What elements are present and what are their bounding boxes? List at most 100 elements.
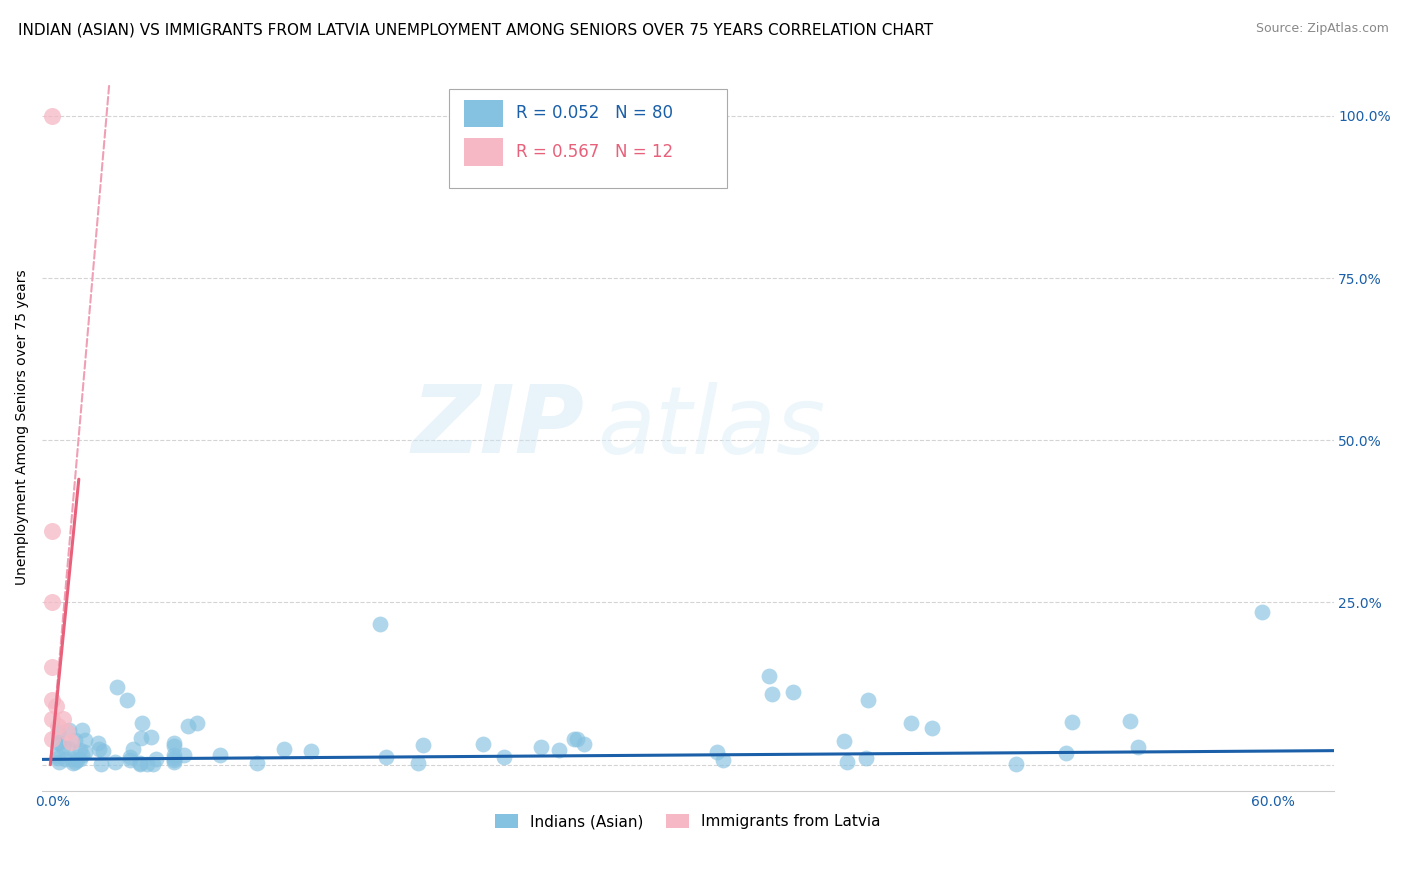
Point: [73, 733, 96, 747]
Point: [58, 723, 80, 737]
Point: [406, 756, 429, 771]
Point: [104, 756, 127, 770]
Point: [87, 736, 110, 750]
Point: [41, 712, 63, 726]
Point: [375, 750, 398, 764]
Point: [530, 740, 553, 755]
Point: [60, 752, 83, 766]
Point: [70, 723, 93, 738]
Point: [782, 685, 804, 699]
Point: [70, 747, 93, 762]
Legend: Indians (Asian), Immigrants from Latvia: Indians (Asian), Immigrants from Latvia: [489, 808, 887, 835]
Point: [87, 742, 110, 756]
Point: [142, 757, 165, 772]
Point: [855, 751, 877, 765]
Point: [141, 730, 163, 744]
Point: [299, 744, 322, 758]
Point: [51, 712, 73, 726]
Point: [472, 737, 495, 751]
Point: [163, 739, 186, 754]
Point: [41, 660, 63, 674]
Point: [48, 719, 70, 733]
Point: [90, 756, 112, 771]
Point: [53, 752, 76, 766]
Point: [186, 715, 208, 730]
Point: [118, 750, 141, 764]
Point: [562, 732, 585, 747]
Point: [567, 732, 589, 747]
Point: [45, 699, 67, 714]
Point: [492, 750, 515, 764]
Point: [46, 751, 69, 765]
Point: [41, 595, 63, 609]
Point: [129, 756, 152, 770]
Text: ZIP: ZIP: [412, 381, 585, 474]
Text: INDIAN (ASIAN) VS IMMIGRANTS FROM LATVIA UNEMPLOYMENT AMONG SENIORS OVER 75 YEAR: INDIAN (ASIAN) VS IMMIGRANTS FROM LATVIA…: [18, 22, 934, 37]
Point: [46, 736, 69, 750]
Point: [273, 741, 295, 756]
Point: [837, 756, 859, 770]
Point: [63, 733, 86, 747]
Point: [66, 753, 89, 767]
Point: [368, 616, 391, 631]
Point: [129, 731, 152, 745]
Point: [115, 693, 138, 707]
Point: [246, 756, 269, 770]
Point: [706, 745, 728, 759]
Point: [1251, 605, 1274, 619]
Point: [412, 738, 434, 752]
Point: [122, 742, 145, 756]
Point: [118, 753, 141, 767]
Point: [1126, 740, 1149, 755]
Point: [59, 735, 82, 749]
Point: [46, 748, 69, 763]
Point: [145, 752, 167, 766]
Point: [41, 524, 63, 538]
Point: [176, 719, 198, 733]
Point: [163, 747, 186, 762]
Point: [41, 731, 63, 746]
Text: Source: ZipAtlas.com: Source: ZipAtlas.com: [1256, 22, 1389, 36]
Point: [131, 716, 153, 731]
Point: [1005, 756, 1028, 771]
Point: [58, 740, 80, 755]
Point: [41, 109, 63, 123]
Point: [711, 753, 734, 767]
Point: [1062, 714, 1084, 729]
Point: [858, 692, 880, 706]
Text: atlas: atlas: [598, 382, 825, 473]
Point: [136, 756, 159, 771]
Point: [900, 716, 922, 731]
Point: [91, 744, 114, 758]
Y-axis label: Unemployment Among Seniors over 75 years: Unemployment Among Seniors over 75 years: [15, 269, 30, 585]
Point: [832, 734, 855, 748]
Point: [1054, 746, 1077, 760]
FancyBboxPatch shape: [464, 100, 503, 128]
Point: [69, 752, 91, 766]
Point: [69, 742, 91, 756]
Point: [547, 742, 569, 756]
Point: [105, 680, 128, 694]
FancyBboxPatch shape: [464, 138, 503, 166]
Point: [921, 722, 943, 736]
Point: [209, 748, 232, 763]
Point: [62, 756, 84, 770]
Point: [163, 753, 186, 767]
Text: R = 0.052   N = 80: R = 0.052 N = 80: [516, 104, 673, 122]
Point: [52, 740, 75, 755]
Point: [41, 692, 63, 706]
Text: R = 0.567   N = 12: R = 0.567 N = 12: [516, 143, 673, 161]
Point: [75, 746, 97, 760]
Point: [46, 724, 69, 739]
Point: [65, 756, 87, 770]
Point: [574, 738, 596, 752]
Point: [163, 755, 186, 769]
Point: [163, 751, 186, 765]
FancyBboxPatch shape: [449, 89, 727, 187]
Point: [48, 755, 70, 769]
Point: [761, 687, 783, 701]
Point: [128, 756, 150, 771]
Point: [1119, 714, 1142, 728]
Point: [173, 748, 195, 763]
Point: [55, 725, 77, 739]
